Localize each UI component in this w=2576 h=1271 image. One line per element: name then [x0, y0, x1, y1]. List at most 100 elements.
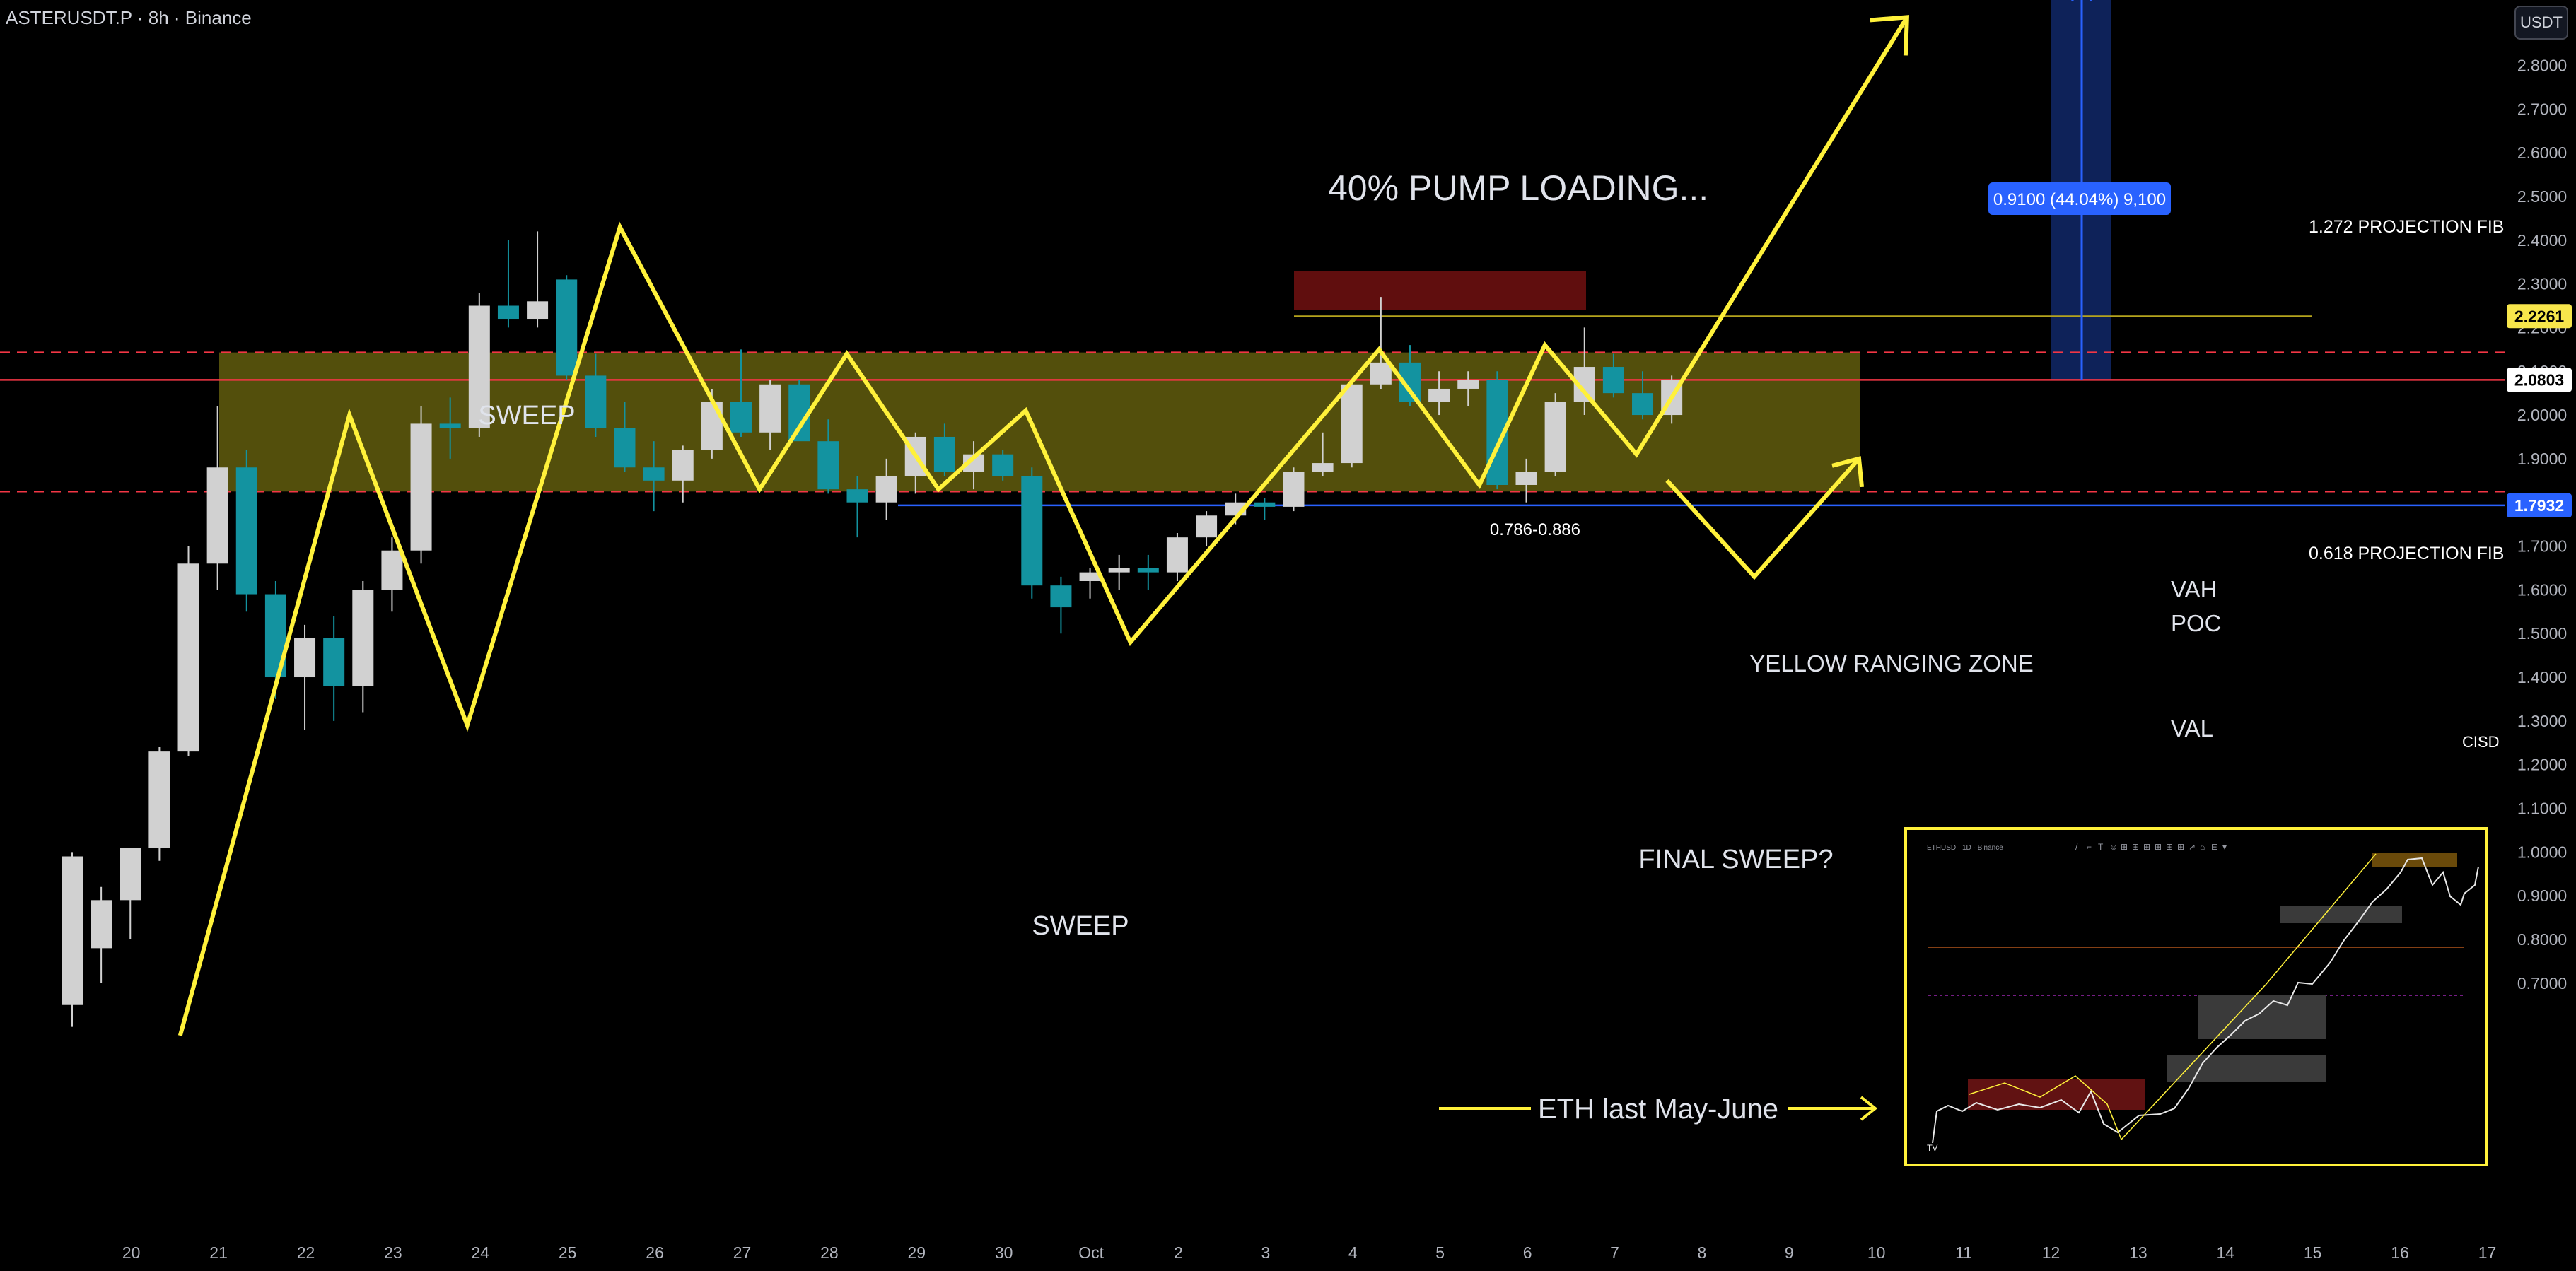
time-tick-label: 25	[559, 1243, 577, 1262]
candle	[672, 445, 694, 503]
price-tick-label: 1.3000	[2517, 712, 2567, 730]
time-tick-label: 14	[2217, 1243, 2235, 1262]
measure-label: 0.9100 (44.04%) 9,100	[1993, 190, 2166, 209]
projection-arrowhead	[1831, 456, 1865, 488]
candle	[294, 624, 316, 730]
price-tick-label: 1.6000	[2517, 580, 2567, 599]
price-badge	[2507, 304, 2572, 329]
vah-label: VAH	[2171, 576, 2217, 602]
price-tick-label: 2.0000	[2517, 406, 2567, 424]
time-tick-label: 17	[2478, 1243, 2497, 1262]
candle	[1137, 554, 1159, 590]
candle	[120, 848, 141, 939]
candle	[1457, 371, 1479, 406]
candle	[1428, 371, 1450, 416]
candle	[1050, 576, 1072, 634]
candle	[323, 616, 345, 721]
price-tick-label: 2.7000	[2517, 100, 2567, 118]
inset-range-box	[1968, 1079, 2145, 1110]
time-tick-label: 22	[297, 1243, 315, 1262]
fib-box-label: 0.786-0.886	[1490, 520, 1580, 539]
val-label: VAL	[2171, 715, 2213, 742]
price-tick-label: 1.4000	[2517, 668, 2567, 686]
candle	[148, 746, 170, 861]
candle	[468, 292, 490, 437]
time-tick-label: 12	[2042, 1243, 2061, 1262]
time-tick-label: 16	[2391, 1243, 2409, 1262]
inset-tool-icon: /	[2075, 842, 2078, 852]
candle	[759, 380, 781, 450]
candle	[497, 240, 519, 328]
price-tick-label: 2.6000	[2517, 144, 2567, 162]
candle	[963, 441, 985, 490]
inset-tool-icon: ⊞	[2132, 842, 2139, 852]
inset-zigzag	[1969, 853, 2377, 1141]
time-tick-label: 23	[384, 1243, 402, 1262]
candle	[381, 537, 403, 612]
inset-tool-icon: ⊞	[2166, 842, 2173, 852]
candle	[992, 450, 1014, 481]
price-tick-label: 2.3000	[2517, 275, 2567, 293]
time-tick-label: 27	[733, 1243, 752, 1262]
inset-tool-icon: ▾	[2222, 842, 2227, 852]
candle	[1312, 432, 1334, 476]
candle	[1370, 297, 1392, 389]
candle	[439, 397, 461, 459]
candle	[527, 231, 549, 328]
time-tick-label: 13	[2129, 1243, 2147, 1262]
price-tick-label: 0.9000	[2517, 886, 2567, 905]
price-badge	[2507, 368, 2572, 392]
symbol-title: ASTERUSDT.P · 8h · Binance	[6, 7, 252, 28]
candle	[1341, 380, 1363, 468]
inset-zone	[2280, 906, 2402, 923]
candle	[1544, 393, 1566, 476]
time-tick-label: 29	[908, 1243, 926, 1262]
cisd-label: CISD	[2462, 733, 2500, 751]
price-tick-label: 1.9000	[2517, 450, 2567, 468]
candle	[1254, 498, 1276, 520]
price-tick-label: 0.8000	[2517, 930, 2567, 949]
time-tick-label: 6	[1523, 1243, 1532, 1262]
candle	[1632, 371, 1654, 420]
candle	[1079, 568, 1101, 599]
candle	[1166, 532, 1188, 582]
inset-tool-icon: ↗	[2189, 842, 2196, 852]
projection-path	[1665, 457, 1861, 580]
inset-zone	[2198, 995, 2326, 1039]
price-tick-label: 2.4000	[2517, 231, 2567, 250]
inset-tool-icon: ⌐	[2087, 842, 2092, 852]
price-badge-label: 1.7932	[2514, 496, 2564, 515]
eth-arrowhead	[1860, 1096, 1878, 1121]
inset-tool-icon: ⊞	[2121, 842, 2128, 852]
inset-zone	[2167, 1055, 2326, 1082]
inset-price-line	[1932, 857, 2479, 1144]
candle	[730, 349, 752, 437]
zigzag-path	[177, 16, 1909, 1036]
candle	[62, 852, 83, 1027]
poc-label: POC	[2171, 610, 2222, 636]
candle	[91, 886, 112, 983]
price-tick-label: 2.8000	[2517, 56, 2567, 74]
time-tick-label: 21	[209, 1243, 228, 1262]
time-tick-label: 9	[1785, 1243, 1794, 1262]
currency-unit-button[interactable]: USDT	[2514, 6, 2568, 40]
measure-label-box	[1988, 182, 2171, 215]
time-tick-label: 3	[1261, 1243, 1271, 1262]
price-tick-label: 1.5000	[2517, 624, 2567, 643]
sweep-bottom-label: SWEEP	[1032, 911, 1129, 941]
price-tick-label: 1.1000	[2517, 800, 2567, 818]
candle	[235, 450, 257, 612]
time-tick-label: 2	[1174, 1243, 1183, 1262]
tradingview-logo-icon: TV	[1927, 1143, 1937, 1153]
price-tick-label: 2.5000	[2517, 187, 2567, 206]
time-tick-label: 15	[2304, 1243, 2322, 1262]
candle	[1515, 458, 1537, 503]
fib-1272-label: 1.272 PROJECTION FIB	[2309, 217, 2504, 237]
candle	[614, 402, 636, 472]
final-sweep-label: FINAL SWEEP?	[1638, 845, 1833, 874]
time-tick-label: 7	[1610, 1243, 1619, 1262]
inset-tool-icon: ⌂	[2200, 842, 2205, 852]
inset-tool-icon: ⊞	[2155, 842, 2162, 852]
candle	[1283, 467, 1305, 512]
